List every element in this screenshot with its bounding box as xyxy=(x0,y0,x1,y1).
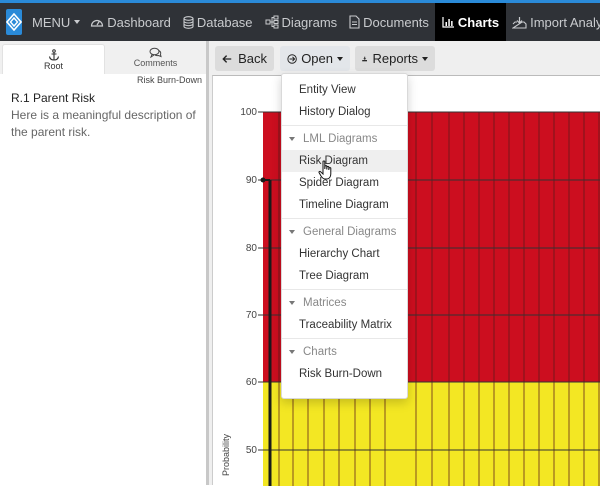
menu-item-hierarchy-chart[interactable]: Hierarchy Chart xyxy=(282,243,407,265)
y-axis-label: Probability xyxy=(221,433,231,476)
caret-down-icon xyxy=(289,301,295,305)
ytick: 70 xyxy=(246,310,258,321)
ytick: 60 xyxy=(246,377,258,388)
tab-root-label: Root xyxy=(44,61,63,71)
bar-chart-icon xyxy=(442,16,455,28)
nav-documents-label: Documents xyxy=(363,15,429,30)
import-icon xyxy=(512,16,527,29)
caret-down-icon xyxy=(289,230,295,234)
menu-group-label: Charts xyxy=(303,346,337,358)
hand-pointer-cursor-icon xyxy=(318,160,334,182)
menu-divider xyxy=(282,289,407,290)
menu-item-risk-diagram[interactable]: Risk Diagram xyxy=(282,150,407,172)
tab-comments-label: Comments xyxy=(134,58,178,68)
ytick: 100 xyxy=(240,107,257,118)
ytick: 80 xyxy=(246,243,258,254)
logo-diamond-icon xyxy=(6,13,22,31)
document-icon xyxy=(349,15,360,29)
menu-divider xyxy=(282,338,407,339)
diagram-icon xyxy=(265,15,279,29)
nav-import-analyzer[interactable]: Import Analyzer xyxy=(506,3,600,41)
left-panel-tabs: Root Comments xyxy=(0,41,206,74)
arrow-left-icon xyxy=(222,54,232,64)
reports-label: Reports xyxy=(372,51,418,66)
gauge-icon xyxy=(90,16,104,28)
anchor-icon xyxy=(48,49,60,61)
nav-dashboard[interactable]: Dashboard xyxy=(84,3,177,41)
left-panel: Root Comments Risk Burn-Down R.1 Parent … xyxy=(0,41,206,485)
open-dropdown-menu: Entity View History Dialog LML Diagrams … xyxy=(281,73,408,399)
menu-item-history-dialog[interactable]: History Dialog xyxy=(282,101,407,123)
nav-documents[interactable]: Documents xyxy=(343,3,435,41)
caret-down-icon xyxy=(337,57,343,61)
menu-group-label: General Diagrams xyxy=(303,226,396,238)
nav-dashboard-label: Dashboard xyxy=(107,15,171,30)
menu-item-risk-burn-down[interactable]: Risk Burn-Down xyxy=(282,363,407,385)
caret-down-icon xyxy=(422,57,428,61)
menu-item-entity-view[interactable]: Entity View xyxy=(282,79,407,101)
risk-description: Here is a meaningful description of the … xyxy=(0,105,206,141)
menu-divider xyxy=(282,125,407,126)
database-icon xyxy=(183,16,194,29)
menu-group-matrices[interactable]: Matrices xyxy=(282,292,407,314)
app-logo[interactable] xyxy=(6,9,22,35)
menu-label: MENU xyxy=(32,15,70,30)
back-button[interactable]: Back xyxy=(215,46,274,71)
menu-group-general-diagrams[interactable]: General Diagrams xyxy=(282,221,407,243)
reports-button[interactable]: Reports xyxy=(355,46,435,71)
caret-down-icon xyxy=(74,20,80,24)
nav-diagrams-label: Diagrams xyxy=(282,15,338,30)
nav-charts[interactable]: Charts xyxy=(435,3,506,41)
y-axis-ticks: 100 90 80 70 60 50 xyxy=(240,107,257,456)
tab-comments[interactable]: Comments xyxy=(105,41,206,74)
burn-down-point[interactable] xyxy=(261,178,266,183)
ytick: 90 xyxy=(246,175,258,186)
nav-charts-label: Charts xyxy=(458,15,499,30)
menu-group-charts[interactable]: Charts xyxy=(282,341,407,363)
tab-root[interactable]: Root xyxy=(2,44,105,74)
menu-button[interactable]: MENU xyxy=(26,3,84,41)
menu-item-timeline-diagram[interactable]: Timeline Diagram xyxy=(282,194,407,216)
menu-group-label: LML Diagrams xyxy=(303,133,377,145)
nav-database[interactable]: Database xyxy=(177,3,259,41)
caret-down-icon xyxy=(289,350,295,354)
ytick: 50 xyxy=(246,445,258,456)
nav-diagrams[interactable]: Diagrams xyxy=(259,3,344,41)
risk-title: R.1 Parent Risk xyxy=(0,86,206,105)
breadcrumb: Risk Burn-Down xyxy=(0,74,206,86)
menu-divider xyxy=(282,218,407,219)
menu-item-traceability-matrix[interactable]: Traceability Matrix xyxy=(282,314,407,336)
open-button[interactable]: Open xyxy=(280,46,350,71)
circle-arrow-right-icon xyxy=(287,53,297,65)
open-label: Open xyxy=(301,51,333,66)
menu-item-tree-diagram[interactable]: Tree Diagram xyxy=(282,265,407,287)
nav-database-label: Database xyxy=(197,15,253,30)
caret-down-icon xyxy=(289,137,295,141)
download-icon xyxy=(362,53,367,65)
toolbar: Back Open Reports xyxy=(212,41,600,75)
comments-icon xyxy=(149,47,162,58)
back-label: Back xyxy=(238,51,267,66)
menu-group-label: Matrices xyxy=(303,297,346,309)
nav-import-analyzer-label: Import Analyzer xyxy=(530,15,600,30)
menu-item-spider-diagram[interactable]: Spider Diagram xyxy=(282,172,407,194)
main-navbar: MENU Dashboard Database Diagrams Documen… xyxy=(0,3,600,41)
menu-group-lml-diagrams[interactable]: LML Diagrams xyxy=(282,128,407,150)
